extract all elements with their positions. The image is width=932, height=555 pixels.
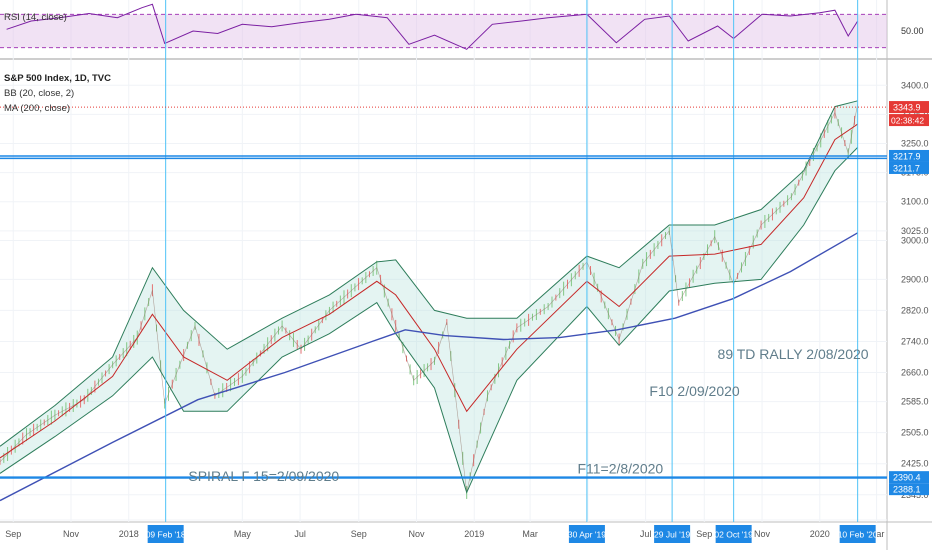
- rsi-line: [6, 3, 859, 50]
- annotation-text: 89 TD RALLY 2/08/2020: [718, 346, 869, 362]
- time-tick-label: Mar: [869, 529, 885, 539]
- date-tag-label: 02 Oct '19: [714, 530, 753, 540]
- price-tick-label: 2900.0: [901, 274, 929, 284]
- time-tick-label: Jul: [294, 529, 306, 539]
- time-tick-label: 2020: [810, 529, 830, 539]
- date-tag-bg: [715, 525, 752, 543]
- price-tag-label: 2388.1: [893, 485, 921, 495]
- date-tag-label: 10 Feb '20: [838, 530, 878, 540]
- price-tick-label: 2660.0: [901, 368, 929, 378]
- price-tag-bg: [889, 149, 929, 162]
- price-tick-label: 2820.0: [901, 305, 929, 315]
- time-tick-label: 2019: [464, 529, 484, 539]
- price-tag-label: 2390.4: [893, 473, 921, 483]
- price-tick-label: 3400.0: [901, 80, 929, 90]
- date-tag-bg: [147, 525, 184, 543]
- time-tick-label: Sep: [696, 529, 712, 539]
- time-tick-label: 2018: [119, 529, 139, 539]
- price-tag-bg: [889, 161, 929, 174]
- countdown-label: 02:38:42: [891, 116, 924, 126]
- date-tag-label: 30 Apr '19: [568, 530, 606, 540]
- rsi-axis-label: 50.00: [901, 26, 924, 36]
- date-tag-label: 09 Feb '18: [146, 530, 186, 540]
- time-tick-label: Sep: [5, 529, 21, 539]
- price-tick-label: 2740.0: [901, 336, 929, 346]
- time-tick-label: Nov: [754, 529, 771, 539]
- ma-legend[interactable]: MA (200, close): [4, 103, 70, 114]
- series-line-bb-upper: [0, 100, 858, 447]
- main-legend-title[interactable]: S&P 500 Index, 1D, TVC: [4, 73, 112, 84]
- price-tick-label: 2425.0: [901, 459, 929, 469]
- rsi-legend[interactable]: RSI (14, close): [4, 12, 67, 23]
- date-tag-bg: [654, 525, 691, 543]
- price-tag-label: 3217.9: [893, 151, 921, 161]
- series-line-bb-lower: [0, 147, 859, 494]
- price-tag-label: 3343.9: [893, 103, 921, 113]
- price-tag-bg: [889, 471, 929, 484]
- date-tag-bg: [839, 525, 876, 543]
- price-tag-bg: [889, 101, 929, 114]
- price-tick-label: 2505.0: [901, 428, 929, 438]
- time-tick-label: Jul: [640, 529, 652, 539]
- annotation-text: F10 2/09/2020: [649, 383, 740, 399]
- bb-legend[interactable]: BB (20, close, 2): [4, 88, 75, 99]
- price-tag-label: 3211.7: [893, 163, 920, 173]
- time-tick-label: May: [234, 529, 252, 539]
- price-tick-label: 2585.0: [901, 397, 929, 407]
- price-tick-label: 3250.0: [901, 139, 929, 149]
- countdown-bg: [889, 114, 929, 127]
- annotation-text: F11=2/8/2020: [577, 460, 663, 476]
- series-line-ma-200: [0, 232, 859, 502]
- date-tag-bg: [568, 525, 605, 543]
- date-tag-label: 29 Jul '19: [654, 530, 690, 540]
- price-tick-label: 3025.0: [901, 226, 929, 236]
- price-tick-label: 3000.0: [901, 236, 929, 246]
- annotation-text: SPIRAL Γ 15=2/09/2020: [188, 468, 339, 484]
- close-line: [0, 103, 858, 493]
- time-tick-label: Nov: [63, 529, 80, 539]
- time-tick-label: Mar: [522, 529, 538, 539]
- price-tag-bg: [889, 483, 929, 496]
- time-tick-label: Sep: [351, 529, 367, 539]
- series-line-bb-basis: [0, 123, 858, 459]
- rsi-band: [0, 14, 887, 48]
- price-tick-label: 3100.0: [901, 197, 929, 207]
- time-tick-label: Nov: [409, 529, 426, 539]
